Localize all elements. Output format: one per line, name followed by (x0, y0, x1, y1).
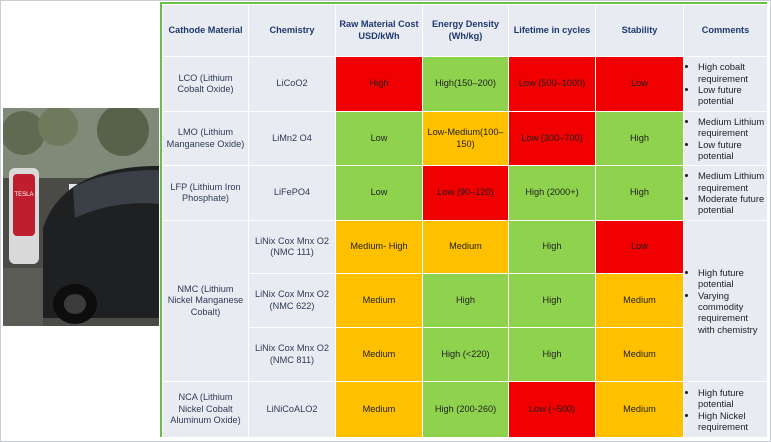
ev-charging-photo: TESLA (3, 108, 159, 326)
header-stability: Stability (595, 4, 684, 57)
lifetime-cell: High (2000+) (508, 165, 596, 221)
comment-item: Medium Lithium requirement (698, 116, 765, 139)
header-cathode-material: Cathode Material (162, 4, 249, 57)
car-illustration: TESLA (3, 108, 159, 326)
energy-cell: Low-Medium(100–150) (422, 111, 509, 166)
material-cell: LFP (Lithium Iron Phosphate) (162, 165, 249, 221)
stability-cell: Medium (595, 273, 684, 328)
comment-item: Medium Lithium requirement (698, 170, 765, 193)
material-cell: NMC (Lithium Nickel Manganese Cobalt) (162, 220, 249, 382)
cost-cell: High (335, 56, 423, 112)
stability-cell: Low (595, 56, 684, 112)
energy-cell: High (<220) (422, 327, 509, 382)
lifetime-cell: Low (300–700) (508, 111, 596, 166)
cost-cell: Medium (335, 327, 423, 382)
comment-item: Low future potential (698, 139, 765, 162)
chemistry-cell: LiMn2 O4 (248, 111, 336, 166)
battery-comparison-table-frame: Cathode Material Chemistry Raw Material … (160, 2, 768, 438)
chemistry-cell: LiNix Cox Mnx O2 (NMC 111) (248, 220, 336, 274)
energy-cell: High (422, 273, 509, 328)
comments-cell: Medium Lithium requirement Low future po… (683, 111, 768, 166)
lifetime-cell: High (508, 327, 596, 382)
material-cell: LCO (Lithium Cobalt Oxide) (162, 56, 249, 112)
header-raw-material-cost: Raw Material Cost USD/kWh (335, 4, 423, 57)
cost-cell: Medium (335, 273, 423, 328)
chemistry-cell: LiNix Cox Mnx O2 (NMC 622) (248, 273, 336, 328)
header-energy-density: Energy Density (Wh/kg) (422, 4, 509, 57)
table-row-lfp: LFP (Lithium Iron Phosphate) LiFePO4 Low… (162, 165, 768, 221)
stability-cell: High (595, 111, 684, 166)
table-row-nmc-811: LiNix Cox Mnx O2 (NMC 811) Medium High (… (163, 327, 768, 382)
comments-cell: High future potential High Nickel requir… (683, 381, 768, 438)
header-lifetime: Lifetime in cycles (508, 4, 596, 57)
table-row-nca: NCA (Lithium Nickel Cobalt Aluminum Oxid… (162, 381, 768, 438)
header-chemistry: Chemistry (248, 4, 336, 57)
material-cell: LMO (Lithium Manganese Oxide) (162, 111, 249, 166)
header-row: Cathode Material Chemistry Raw Material … (162, 4, 768, 57)
table-row-nmc-111: NMC (Lithium Nickel Manganese Cobalt) Li… (162, 220, 768, 382)
cost-cell: Low (335, 111, 423, 166)
chemistry-cell: LiCoO2 (248, 56, 336, 112)
chemistry-cell: LiNiCoALO2 (248, 381, 336, 438)
cost-cell: Medium- High (335, 220, 423, 274)
chemistry-cell: LiNix Cox Mnx O2 (NMC 811) (248, 327, 336, 382)
lifetime-cell: Low (500–1000) (508, 56, 596, 112)
comment-item: High Nickel requirement (698, 410, 765, 433)
comment-item: High future potential (698, 387, 765, 410)
stability-cell: Low (595, 220, 684, 274)
comment-item: High cobalt requirement (698, 61, 765, 84)
lifetime-cell: Low (~500) (508, 381, 596, 438)
comments-cell: High future potential Varying commodity … (683, 220, 768, 382)
cost-cell: Low (335, 165, 423, 221)
energy-cell: Medium (422, 220, 509, 274)
header-comments: Comments (683, 4, 768, 57)
charger-sign: TESLA (14, 192, 33, 198)
comment-item: High future potential (698, 267, 765, 290)
battery-comparison-table: Cathode Material Chemistry Raw Material … (162, 4, 768, 438)
table-row-nmc-622: LiNix Cox Mnx O2 (NMC 622) Medium High H… (163, 273, 768, 328)
table-row-lco: LCO (Lithium Cobalt Oxide) LiCoO2 High H… (162, 56, 768, 112)
comments-cell: Medium Lithium requirement Moderate futu… (683, 165, 768, 221)
comment-item: Varying commodity requirement with chemi… (698, 290, 765, 336)
comments-cell: High cobalt requirement Low future poten… (683, 56, 768, 112)
energy-cell: High(150–200) (422, 56, 509, 112)
material-cell: NCA (Lithium Nickel Cobalt Aluminum Oxid… (162, 381, 249, 438)
energy-cell: High (200-260) (422, 381, 509, 438)
stability-cell: High (595, 165, 684, 221)
lifetime-cell: High (508, 220, 596, 274)
table-row-lmo: LMO (Lithium Manganese Oxide) LiMn2 O4 L… (162, 111, 768, 166)
stability-cell: Medium (595, 381, 684, 438)
energy-cell: Low (90–120) (422, 165, 509, 221)
stability-cell: Medium (595, 327, 684, 382)
chemistry-cell: LiFePO4 (248, 165, 336, 221)
cost-cell: Medium (335, 381, 423, 438)
comment-item: Moderate future potential (698, 193, 765, 216)
comment-item: Low future potential (698, 84, 765, 107)
lifetime-cell: High (508, 273, 596, 328)
